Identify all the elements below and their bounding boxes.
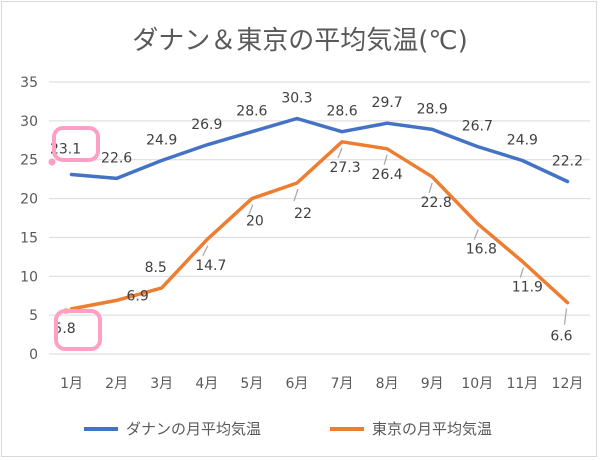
data-label: 22 — [294, 206, 312, 222]
data-label: 26.4 — [372, 167, 403, 183]
data-label: 8.5 — [145, 260, 167, 276]
data-label: 27.3 — [329, 160, 360, 176]
leader-line — [202, 245, 209, 257]
data-label: 30.3 — [281, 91, 312, 107]
data-label: 23.1 — [50, 141, 81, 157]
leader-line — [293, 188, 299, 202]
x-tick-label: 3月 — [150, 376, 173, 392]
x-tick-label: 1月 — [60, 376, 83, 392]
x-axis-ticks: 1月 2月 3月 4月 5月 6月 7月 8月 9月 10月 11月 12月 — [60, 376, 583, 392]
data-label: 5.8 — [53, 321, 75, 337]
legend: ダナンの月平均気温 東京の月平均気温 — [84, 420, 492, 438]
data-label: 16.8 — [466, 241, 497, 257]
data-label: 24.9 — [146, 132, 177, 148]
highlight-dot — [48, 158, 56, 166]
legend-label-1: ダナンの月平均気温 — [126, 420, 261, 438]
highlight-box — [54, 309, 102, 351]
data-label: 6.6 — [550, 329, 572, 345]
y-tick-label: 20 — [20, 192, 38, 208]
leader-line — [248, 204, 254, 215]
label-leader-lines — [202, 147, 568, 325]
data-label: 22.6 — [101, 150, 132, 166]
series-lines — [69, 116, 570, 311]
data-label: 28.6 — [236, 104, 267, 120]
leader-line — [428, 182, 433, 193]
highlight-marks — [48, 126, 102, 351]
y-tick-label: 15 — [20, 230, 38, 246]
y-tick-label: 25 — [20, 153, 38, 169]
x-tick-label: 10月 — [461, 376, 493, 392]
data-label: 26.9 — [191, 117, 222, 133]
leader-line — [337, 147, 343, 159]
x-tick-label: 9月 — [421, 376, 444, 392]
series-line-2 — [69, 140, 570, 311]
chart-title: ダナン＆東京の平均気温(℃) — [132, 26, 468, 56]
x-tick-label: 4月 — [195, 376, 218, 392]
data-label: 14.7 — [195, 258, 226, 274]
y-tick-label: 0 — [29, 347, 38, 363]
series-line-1 — [69, 116, 570, 184]
data-label: 22.2 — [552, 153, 583, 169]
x-tick-label: 11月 — [506, 376, 538, 392]
grid-lines — [49, 81, 590, 355]
data-labels: 23.1 22.6 24.9 26.9 28.6 30.3 28.6 29.7 28.9 26.7… — [50, 91, 583, 345]
data-label: 28.6 — [326, 104, 357, 120]
data-label: 24.9 — [507, 132, 538, 148]
x-tick-label: 6月 — [285, 376, 308, 392]
highlight-box — [52, 126, 100, 162]
data-label: 28.9 — [417, 101, 448, 117]
y-tick-label: 35 — [20, 75, 38, 91]
x-tick-label: 8月 — [376, 376, 399, 392]
data-label: 20 — [246, 214, 264, 230]
leader-line — [473, 229, 479, 240]
x-tick-label: 12月 — [552, 376, 584, 392]
data-label: 11.9 — [512, 280, 543, 296]
y-tick-label: 30 — [20, 114, 38, 130]
x-tick-label: 5月 — [240, 376, 263, 392]
legend-label-2: 東京の月平均気温 — [372, 420, 492, 438]
leader-line — [519, 267, 524, 278]
leader-line — [563, 308, 568, 325]
data-label: 6.9 — [126, 288, 148, 304]
y-tick-label: 5 — [29, 308, 38, 324]
y-axis-ticks: 0 5 10 15 20 25 30 35 — [20, 75, 38, 363]
leader-line — [383, 154, 388, 166]
y-tick-label: 10 — [20, 269, 38, 285]
x-tick-label: 7月 — [331, 376, 354, 392]
data-label: 29.7 — [372, 95, 403, 111]
highlight-dot — [63, 308, 69, 314]
x-tick-label: 2月 — [105, 376, 128, 392]
data-label: 22.8 — [421, 195, 452, 211]
data-label: 26.7 — [462, 119, 493, 135]
